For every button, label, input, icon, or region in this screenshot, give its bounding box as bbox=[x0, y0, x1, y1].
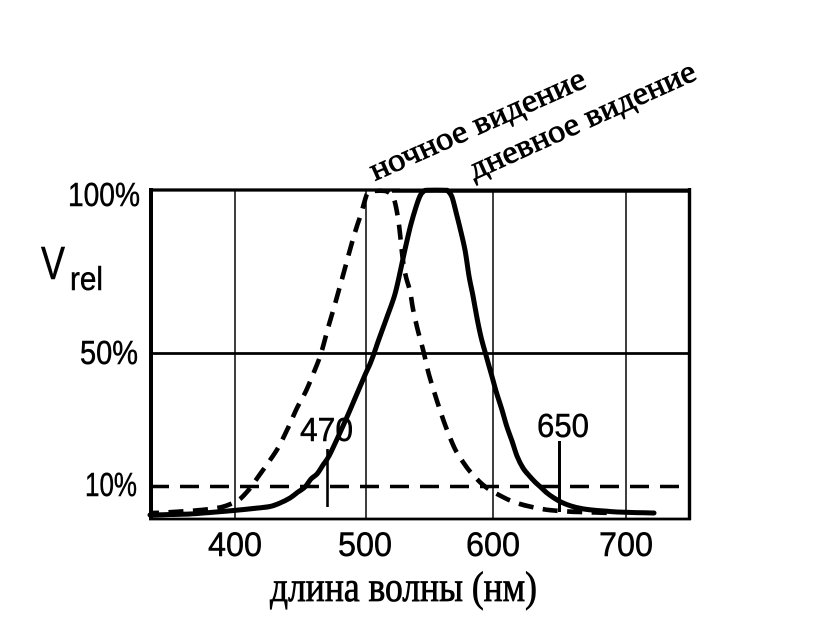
svg-text:400: 400 bbox=[208, 526, 262, 564]
svg-text:470: 470 bbox=[300, 411, 353, 448]
svg-text:650: 650 bbox=[537, 407, 589, 444]
svg-text:600: 600 bbox=[466, 526, 520, 564]
svg-text:100%: 100% bbox=[68, 176, 140, 213]
svg-text:длина волны (нм): длина волны (нм) bbox=[270, 563, 537, 610]
svg-text:10%: 10% bbox=[85, 466, 137, 503]
svg-text:500: 500 bbox=[338, 526, 392, 564]
svg-text:50%: 50% bbox=[80, 334, 138, 371]
svg-text:V: V bbox=[41, 237, 65, 289]
svg-text:rel: rel bbox=[70, 260, 103, 297]
svg-text:700: 700 bbox=[599, 526, 653, 564]
